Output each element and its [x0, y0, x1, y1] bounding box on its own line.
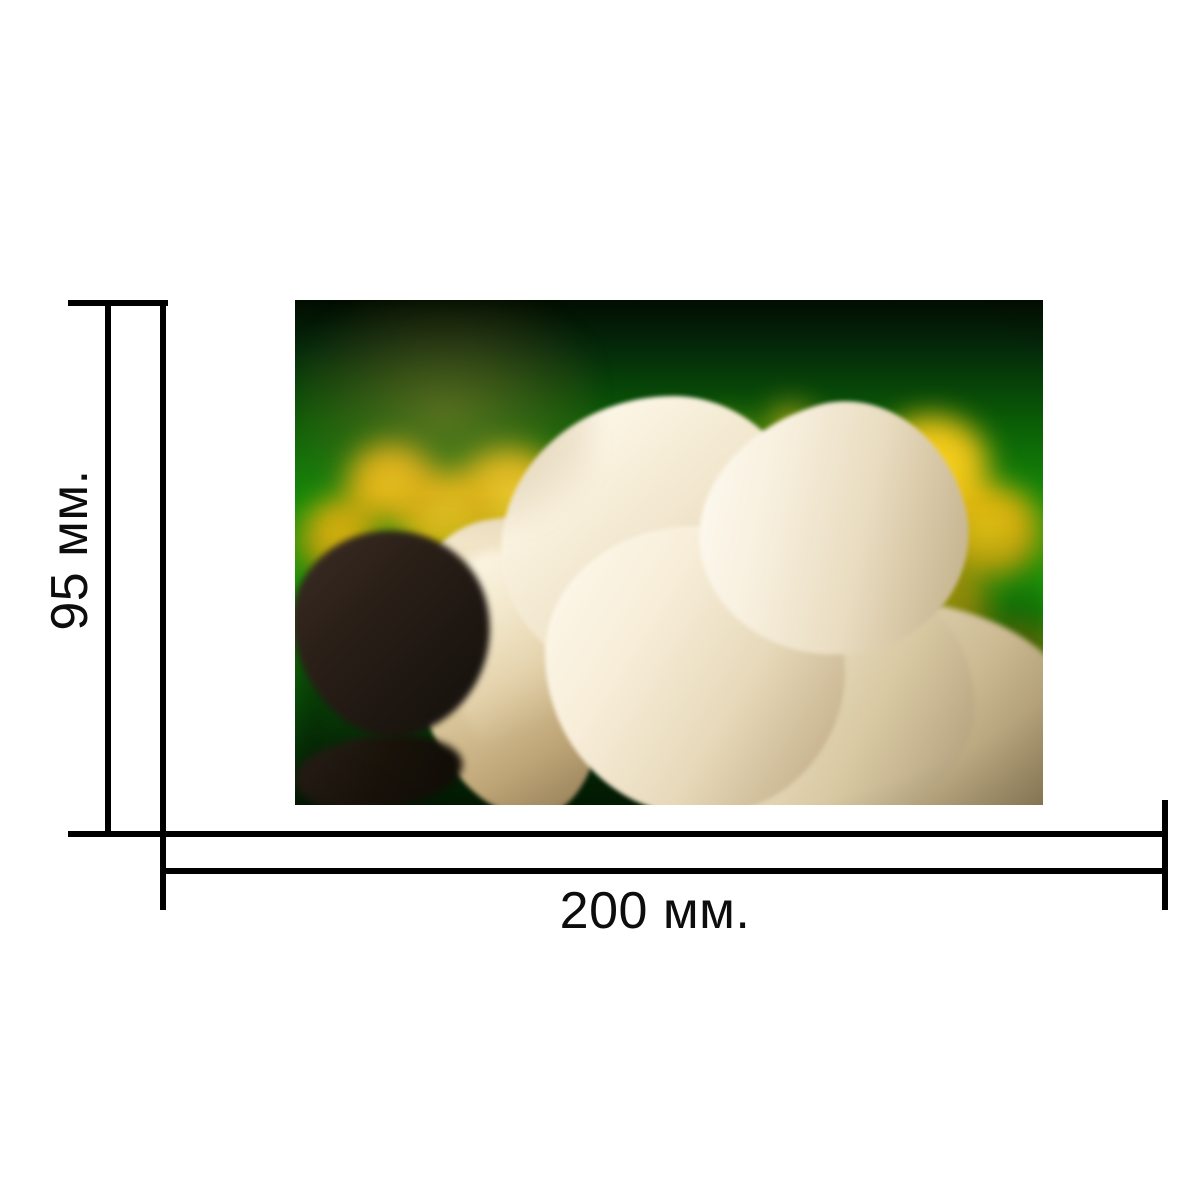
width-extension-line-right: [1162, 800, 1168, 910]
height-dimension-line: [105, 300, 111, 837]
product-photo: [295, 300, 1043, 805]
width-dimension-label: 200 мм.: [559, 882, 751, 940]
height-top-tick: [68, 300, 168, 306]
height-dimension-label: 95 мм.: [41, 469, 99, 631]
width-dimension-line: [160, 868, 1168, 874]
width-upper-connector: [160, 831, 1168, 837]
photo-vignette: [295, 300, 1043, 805]
height-bottom-tick: [68, 831, 175, 837]
height-extension-line: [160, 300, 166, 910]
